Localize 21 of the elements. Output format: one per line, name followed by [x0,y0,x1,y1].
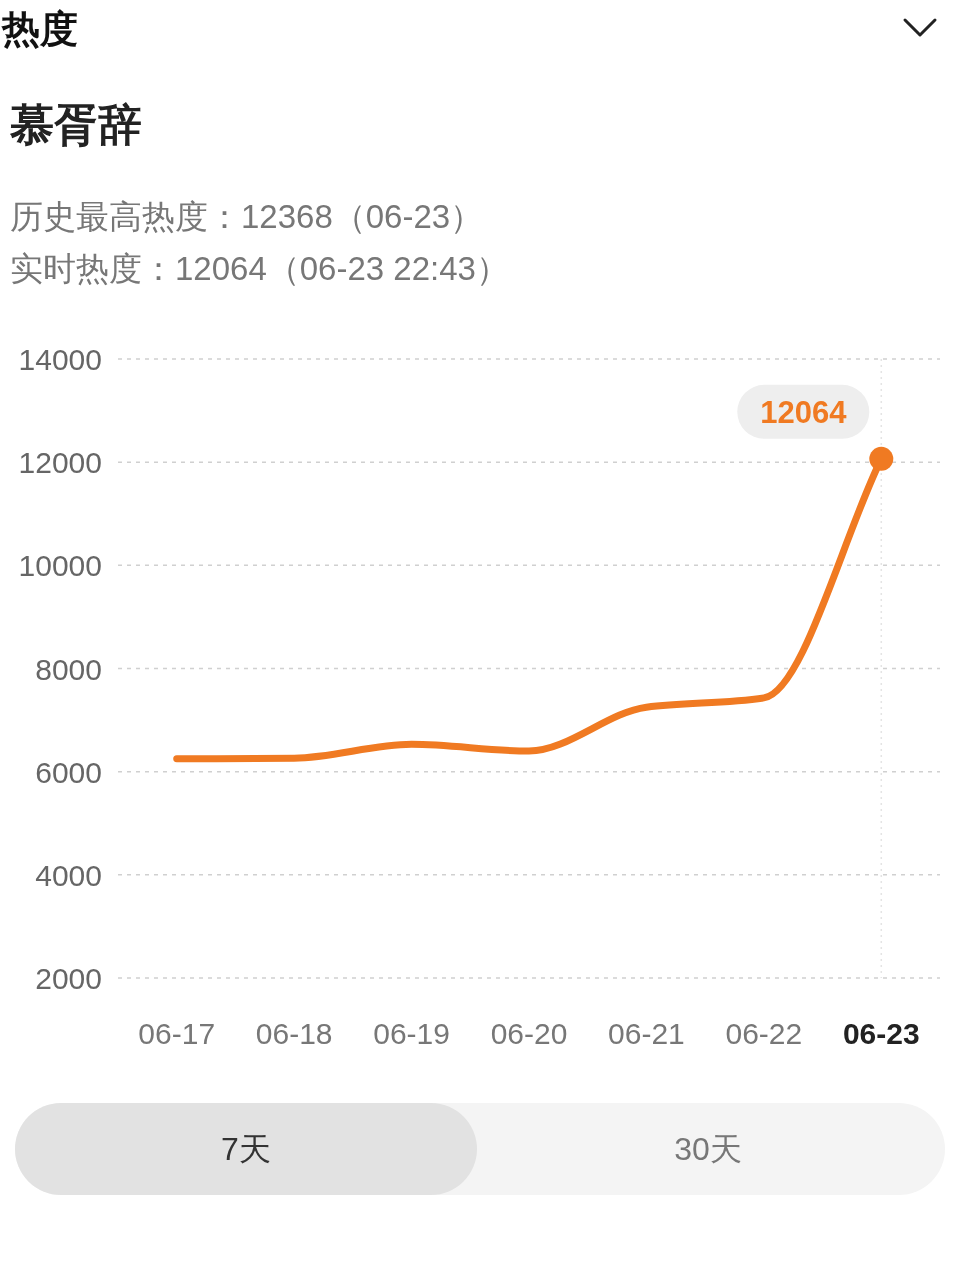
text: 历史最高热度：12368（06-23） [10,198,484,235]
y-tick-label: 4000 [35,858,102,892]
x-tick-label: 06-17 [138,1017,216,1050]
text: 30天 [674,1131,742,1167]
y-tick-label: 6000 [35,755,102,789]
chart-subtitle: 慕胥辞 [9,100,142,149]
chart-title: 热度 [1,8,78,50]
x-tick-label: 06-20 [490,1017,568,1050]
x-tick-label: 06-18 [255,1017,333,1050]
y-tick-label: 14000 [18,343,102,376]
data-label: 12064 [760,394,848,430]
y-tick-label: 12000 [18,446,102,480]
y-tick-label: 8000 [35,652,102,686]
x-tick-label: 06-21 [608,1017,685,1050]
x-tick-label: 06-19 [373,1017,450,1050]
text: 7天 [221,1131,271,1167]
y-tick-label: 10000 [18,549,102,583]
x-tick-label: 06-23 [842,1017,920,1050]
x-tick-label: 06-22 [725,1017,803,1050]
y-tick-label: 2000 [35,962,102,995]
text: 实时热度：12064（06-23 22:43） [10,250,509,287]
